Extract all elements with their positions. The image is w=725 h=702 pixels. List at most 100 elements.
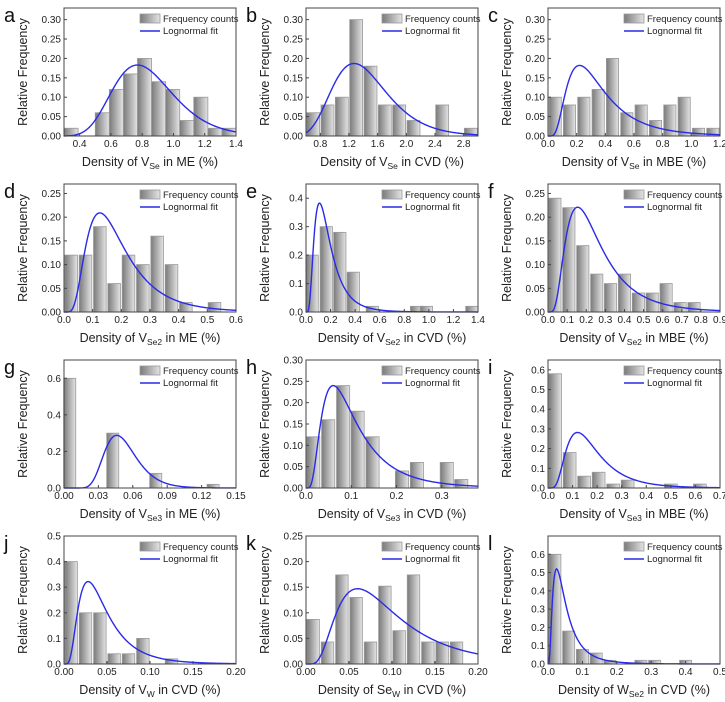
x-tick-label: 0.3	[143, 315, 157, 326]
y-tick-label: 0.20	[526, 54, 546, 65]
histogram-bar	[151, 81, 167, 137]
x-tick-label: 0.06	[123, 491, 143, 502]
y-tick-label: 0.10	[42, 93, 62, 104]
panel-label: e	[246, 181, 257, 203]
legend-bar-swatch	[139, 365, 161, 376]
x-axis-label-prefix: Density of V	[318, 507, 386, 521]
x-tick-label: 1.0	[684, 139, 698, 150]
y-axis-label: Relative Frequency	[258, 545, 272, 653]
panel-b: b 0.00 0.05 0.10 0.15 0.20 0.25 0.30 0.8 1.2 1.6 2.…	[246, 5, 481, 171]
x-axis-label-suffix: in MBE (%)	[642, 507, 709, 521]
y-tick-label: 0.30	[284, 15, 304, 26]
x-tick-label: 0.10	[140, 667, 160, 678]
x-tick-label: 1.2	[713, 139, 725, 150]
x-axis-label-prefix: Density of V	[559, 507, 627, 521]
y-tick-label: 0.4	[289, 194, 303, 205]
legend-bar-swatch	[381, 541, 403, 552]
x-tick-label: 0.6	[656, 315, 670, 326]
histogram-bar	[165, 89, 181, 137]
x-tick-label: 0.8	[656, 139, 670, 150]
x-axis-label-subscript: W	[147, 689, 155, 699]
y-axis-label: Relative Frequency	[500, 17, 514, 125]
legend-bars-label: Frequency counts	[405, 366, 481, 377]
panel-label: i	[488, 357, 492, 379]
y-tick-label: 0.25	[284, 35, 304, 46]
y-axis-label: Relative Frequency	[500, 193, 514, 301]
x-tick-label: 0.2	[579, 315, 593, 326]
legend-bar-swatch	[381, 13, 403, 24]
x-tick-label: 0.15	[425, 667, 445, 678]
legend-bars-label: Frequency counts	[647, 190, 723, 201]
y-tick-label: 0.05	[42, 112, 62, 123]
histogram-bar	[93, 226, 107, 313]
y-tick-label: 0.20	[42, 54, 62, 65]
panel-h: h 0.00 0.05 0.10 0.15 0.20 0.25 0.30 0.0 0.1 0.2 0.…	[246, 356, 481, 524]
y-tick-label: 0.2	[531, 623, 545, 634]
y-tick-label: 0.0	[531, 660, 545, 671]
y-tick-label: 0.05	[284, 462, 304, 473]
histogram-bar	[603, 283, 618, 313]
y-tick-label: 0.00	[284, 132, 304, 143]
y-tick-label: 0.05	[526, 112, 546, 123]
x-tick-label: 0.4	[639, 491, 653, 502]
x-tick-label: 1.4	[471, 315, 485, 326]
x-tick-label: 0.6	[688, 491, 702, 502]
x-axis-label: Density of SeW in CVD (%)	[318, 683, 466, 699]
x-axis-label-subscript: Se3	[627, 513, 642, 523]
x-tick-label: 0.1	[560, 315, 574, 326]
histogram-bar	[548, 197, 562, 313]
panel-label: l	[488, 533, 492, 555]
y-tick-label: 0.0	[289, 308, 303, 319]
y-tick-label: 0.5	[47, 532, 61, 543]
x-tick-label: 0.05	[339, 667, 359, 678]
lognormal-fit-line	[306, 384, 479, 489]
y-tick-label: 0.5	[531, 385, 545, 396]
x-axis-label: Density of VSe3 in ME (%)	[80, 507, 221, 523]
plot-frame	[63, 359, 237, 489]
histogram-bar	[179, 120, 195, 137]
panel-label: k	[246, 533, 257, 555]
y-tick-label: 0.05	[284, 112, 304, 123]
y-tick-label: 0.20	[284, 54, 304, 65]
x-axis-label-prefix: Density of V	[562, 155, 630, 169]
legend-fit-label: Lognormal fit	[647, 202, 702, 213]
y-tick-label: 0.3	[289, 222, 303, 233]
histogram-bar	[563, 104, 576, 137]
x-axis-label-suffix: in MBE (%)	[640, 155, 707, 169]
histogram-bar	[365, 436, 380, 489]
x-tick-label: 0.05	[97, 667, 117, 678]
histogram-bar	[335, 574, 349, 665]
legend-bars-label: Frequency counts	[405, 190, 481, 201]
y-tick-label: 0.15	[526, 236, 546, 247]
histogram-bar	[465, 305, 479, 313]
x-tick-label: 2.0	[399, 139, 413, 150]
y-tick-label: 0.10	[526, 93, 546, 104]
legend-fit-label: Lognormal fit	[647, 554, 702, 565]
histogram-bar	[106, 432, 120, 489]
y-axis-label: Relative Frequency	[500, 369, 514, 477]
lognormal-fit-line	[64, 580, 237, 665]
x-tick-label: 1.4	[229, 139, 243, 150]
histogram-bar	[207, 127, 223, 137]
y-tick-label: 0.4	[531, 586, 545, 597]
x-axis-label-subscript: Se	[629, 161, 640, 171]
histogram-bar	[363, 65, 378, 137]
histogram-bar	[321, 419, 336, 489]
x-tick-label: 0.2	[114, 315, 128, 326]
histogram-bar	[409, 462, 424, 489]
x-tick-label: 0.00	[54, 667, 74, 678]
legend-bars-label: Frequency counts	[163, 190, 239, 201]
y-tick-label: 0.30	[42, 15, 62, 26]
legend-bar-swatch	[381, 189, 403, 200]
y-axis-label: Relative Frequency	[16, 545, 30, 653]
x-tick-label: 0.8	[135, 139, 149, 150]
legend-bar-swatch	[623, 365, 645, 376]
x-tick-label: 0.1	[344, 491, 358, 502]
panel-i: i 0.0 0.1 0.2 0.3 0.4 0.5 0.6 0.0 0.1 0.2 0.3 0.4 0.5…	[488, 357, 725, 523]
histogram-bar	[207, 302, 222, 313]
y-tick-label: 0.3	[47, 583, 61, 594]
histogram-bar	[378, 585, 392, 665]
